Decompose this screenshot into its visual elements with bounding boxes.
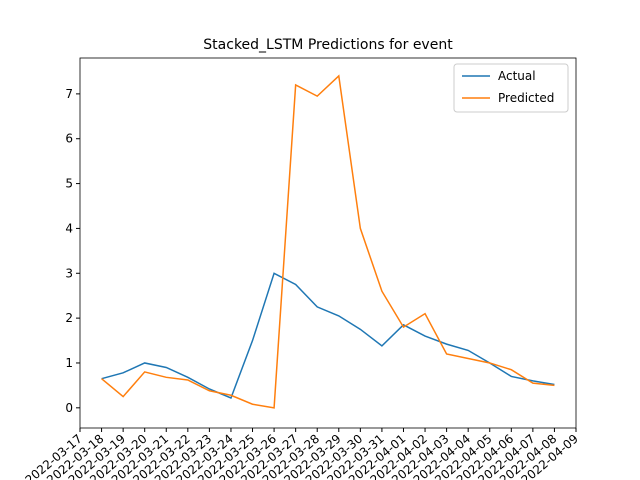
y-tick-label: 2 [65, 311, 73, 325]
chart-title: Stacked_LSTM Predictions for event [203, 37, 453, 53]
y-tick-label: 4 [65, 221, 73, 235]
y-tick-label: 1 [65, 356, 73, 370]
y-tick-label: 3 [65, 266, 73, 280]
y-tick-label: 5 [65, 177, 73, 191]
series-line [101, 74, 555, 409]
plot-frame [79, 57, 577, 429]
legend-label: Actual [498, 69, 536, 83]
legend-label: Predicted [498, 91, 554, 105]
legend: Actual Predicted [453, 63, 569, 113]
y-tick-label: 6 [65, 132, 73, 146]
series-line [101, 272, 555, 399]
y-tick-label: 7 [65, 87, 73, 101]
y-tick-label: 0 [65, 401, 73, 415]
